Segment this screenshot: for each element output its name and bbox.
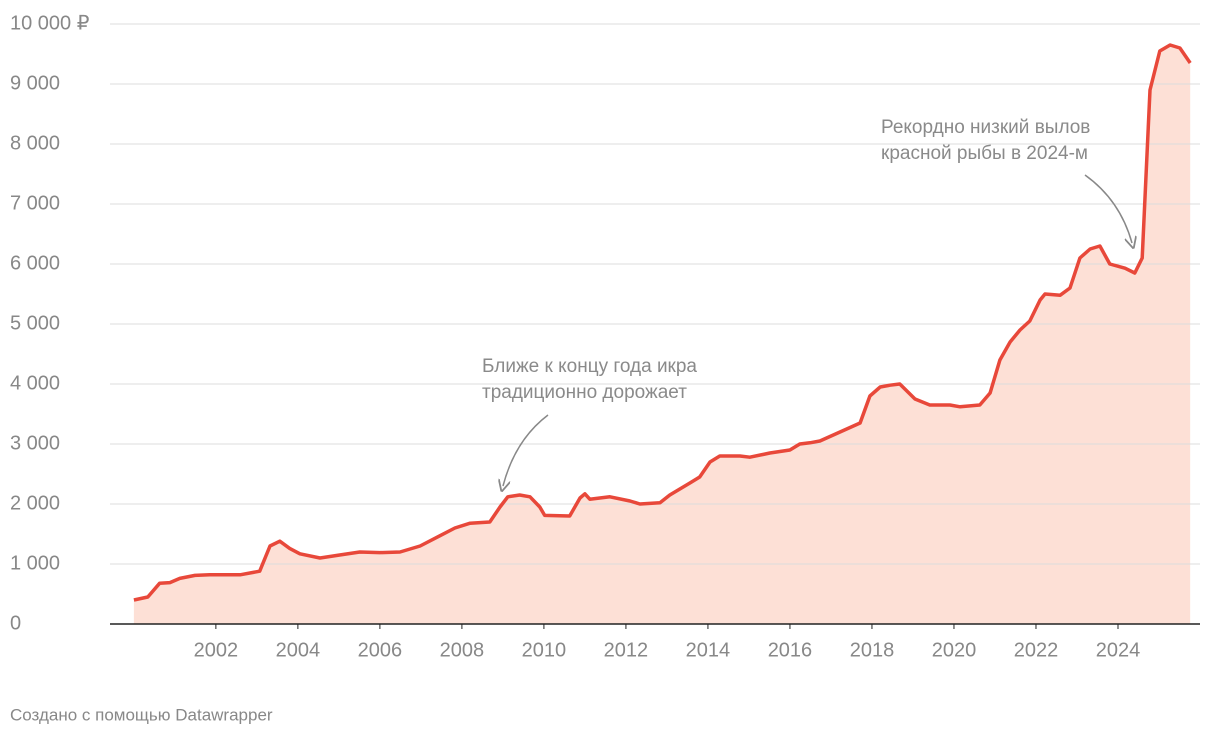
x-tick-label: 2020 [932, 639, 977, 661]
annotation-arrow [1084, 174, 1132, 243]
x-tick-label: 2018 [850, 639, 895, 661]
y-tick-label: 5 000 [10, 312, 60, 334]
annotation: Рекордно низкий вылов красной рыбы в 2024… [881, 117, 1090, 164]
line [133, 43, 1192, 602]
y-tick-label: 2 000 [10, 492, 60, 514]
y-tick-label: 4 000 [10, 372, 60, 394]
y-tick-label: 3 000 [10, 432, 60, 454]
x-tick-label: 2002 [194, 639, 239, 661]
y-tick-label: 7 000 [10, 192, 60, 214]
y-tick-label: 8 000 [10, 132, 60, 154]
x-tick-label: 2016 [768, 639, 813, 661]
annotation-arrow [503, 414, 549, 486]
x-tick-label: 2012 [604, 639, 649, 661]
y-tick-label: 10 000 ₽ [10, 12, 90, 34]
x-tick-label: 2022 [1014, 639, 1059, 661]
credit: Создано с помощью Datawrapper [10, 705, 273, 724]
x-tick-label: 2014 [686, 639, 731, 661]
plot: 0 1 000 2 000 3 000 4 000 5 000 6 000 7 000 8 00… [10, 12, 1200, 661]
annotation: Ближе к концу года икра традиционно дорож… [482, 356, 697, 403]
y-tick-label: 0 [10, 612, 21, 634]
y-tick-label: 6 000 [10, 252, 60, 274]
y-tick-label: 1 000 [10, 552, 60, 574]
x-tick-label: 2004 [276, 639, 321, 661]
x-tick-label: 2010 [522, 639, 567, 661]
x-tick-label: 2024 [1096, 639, 1141, 661]
x-tick-label: 2008 [440, 639, 485, 661]
y-tick-label: 9 000 [10, 72, 60, 94]
area [133, 45, 1191, 624]
x-tick-label: 2006 [358, 639, 403, 661]
